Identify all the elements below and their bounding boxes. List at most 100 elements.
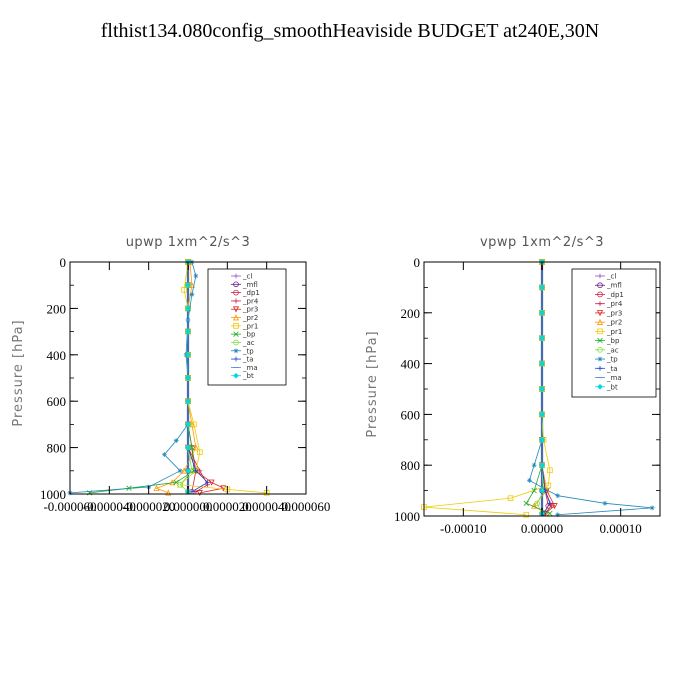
series-line xyxy=(89,262,195,494)
y-axis-label: Pressure [hPa] xyxy=(365,330,380,437)
legend-marker xyxy=(597,282,603,289)
legend-entry: _bt xyxy=(606,383,618,391)
legend-entry: _ma xyxy=(606,374,622,382)
legend-entry: _tp xyxy=(606,356,618,364)
data-point xyxy=(507,495,514,502)
data-point xyxy=(539,360,545,367)
data-point xyxy=(196,449,203,456)
data-point xyxy=(547,510,553,517)
data-point xyxy=(547,467,553,474)
x-tick-label: -0.000040 xyxy=(83,499,136,514)
legend-marker xyxy=(596,310,604,317)
series-line xyxy=(423,262,551,516)
legend-marker xyxy=(597,383,603,390)
data-point xyxy=(196,490,203,497)
y-tick-label: 1000 xyxy=(40,487,66,502)
y-tick-label: 600 xyxy=(47,394,67,409)
data-point xyxy=(539,335,545,342)
series-pr1 xyxy=(421,259,553,518)
legend-entry: _tp xyxy=(242,347,254,355)
legend-marker xyxy=(233,298,239,304)
data-point xyxy=(189,444,195,451)
data-point xyxy=(205,480,211,485)
data-point xyxy=(189,292,195,297)
data-point xyxy=(523,500,529,506)
panel-title: upwp 1xm^2/s^3 xyxy=(126,235,251,250)
legend-marker xyxy=(233,372,239,379)
data-point xyxy=(185,351,191,358)
y-tick-label: 600 xyxy=(401,407,421,422)
data-point xyxy=(547,500,553,506)
y-tick-label: 0 xyxy=(414,255,421,270)
data-point xyxy=(539,284,545,291)
data-point xyxy=(185,398,191,405)
legend-entry: _cl xyxy=(606,273,616,281)
data-point xyxy=(539,436,545,443)
data-point xyxy=(531,462,537,468)
legend-entry: _pr1 xyxy=(242,322,258,330)
legend-entry: _bt xyxy=(242,372,254,380)
data-point xyxy=(531,487,537,494)
legend-marker xyxy=(597,337,603,344)
data-point xyxy=(177,468,183,474)
legend-entry: _pr4 xyxy=(242,297,259,305)
legend-entry: _pr2 xyxy=(606,319,622,327)
legend-marker xyxy=(233,339,239,346)
legend-marker xyxy=(232,306,240,313)
data-point xyxy=(555,493,561,499)
legend-entry: _ac xyxy=(606,346,619,354)
data-point xyxy=(185,282,191,289)
series-tp xyxy=(67,259,199,496)
data-point xyxy=(185,444,191,451)
x-tick-label: 0.000020 xyxy=(203,499,252,514)
data-point xyxy=(208,479,215,486)
legend-marker xyxy=(597,291,603,298)
legend-marker xyxy=(233,348,239,354)
x-tick-label: 0.000060 xyxy=(282,499,331,514)
legend-marker xyxy=(233,289,239,296)
legend-marker xyxy=(597,273,603,279)
legend-entry: _bp xyxy=(606,337,620,345)
y-tick-label: 800 xyxy=(47,441,67,456)
data-point xyxy=(539,462,545,469)
data-point xyxy=(555,512,561,518)
legend-entry: _dp1 xyxy=(242,289,260,297)
data-point xyxy=(539,411,545,418)
x-tick-label: -0.000020 xyxy=(122,499,175,514)
y-tick-label: 1000 xyxy=(394,509,420,524)
legend-entry: _mfl xyxy=(606,282,622,290)
legend: _cl_mfl_dp1_pr4_pr3_pr2_pr1_bp_ac_tp_ta_… xyxy=(207,268,287,386)
legend-marker xyxy=(233,331,239,337)
legend-marker xyxy=(232,314,240,321)
legend-entry: _pr2 xyxy=(242,314,258,322)
x-tick-label: -0.00010 xyxy=(440,521,487,536)
x-tick-label: -0.000060 xyxy=(43,499,96,514)
legend-entry: _pr3 xyxy=(606,309,622,317)
legend-marker xyxy=(597,328,603,335)
data-point xyxy=(193,273,199,279)
legend-marker xyxy=(233,323,239,329)
data-point xyxy=(527,478,532,483)
chart-panel-2: vpwp 1xm^2/s^3 Pressure [hPa] 0 200 400 600 80… xyxy=(365,235,661,536)
data-point xyxy=(534,500,541,507)
legend-entry: _pr1 xyxy=(606,328,622,336)
data-point xyxy=(165,489,172,496)
data-point xyxy=(545,482,552,489)
legend-marker xyxy=(597,347,603,353)
panel-title: vpwp 1xm^2/s^3 xyxy=(480,235,604,250)
data-point xyxy=(539,487,545,494)
data-point xyxy=(193,468,199,474)
series-bt xyxy=(539,259,545,517)
legend-marker xyxy=(597,365,603,371)
legend-marker xyxy=(597,356,603,362)
legend-marker xyxy=(233,356,239,362)
data-point xyxy=(551,503,558,510)
legend-entry: _ta xyxy=(242,356,254,364)
legend-marker xyxy=(597,301,603,307)
y-tick-label: 0 xyxy=(60,255,67,270)
data-point xyxy=(185,305,191,312)
data-point xyxy=(173,438,179,444)
legend: _cl_mfl_dp1_pr4_pr3_pr2_pr1_bp_ac_tp_ta_… xyxy=(571,268,657,398)
x-tick-label: 0.00010 xyxy=(600,521,642,536)
